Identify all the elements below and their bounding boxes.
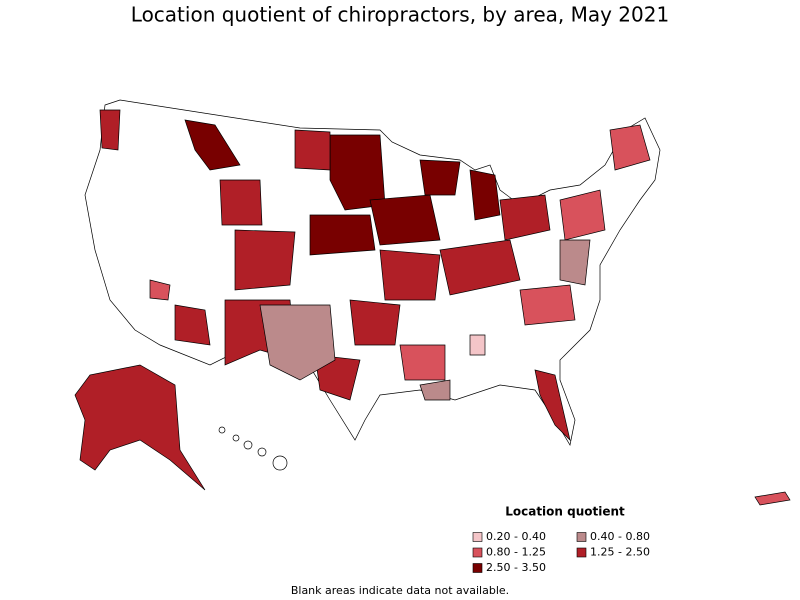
region	[314, 354, 361, 401]
legend-title: Location quotient	[505, 505, 625, 519]
region	[174, 304, 211, 346]
region	[519, 284, 576, 326]
region	[559, 239, 591, 286]
region	[439, 239, 521, 296]
region	[329, 134, 386, 211]
region	[294, 129, 331, 171]
region	[309, 214, 376, 256]
region	[379, 249, 441, 301]
region	[349, 299, 401, 346]
region	[399, 344, 446, 381]
region	[219, 179, 263, 226]
legend-swatch	[472, 547, 483, 558]
region	[499, 194, 551, 241]
legend: Location quotient 0.20 - 0.40 0.40 - 0.80…	[472, 505, 650, 574]
map	[74, 99, 791, 506]
legend-swatch	[472, 532, 483, 542]
legend-swatch	[472, 563, 483, 573]
region	[469, 169, 501, 221]
regions	[99, 109, 651, 442]
region	[609, 124, 651, 171]
hawaii	[218, 426, 288, 471]
footnote: Blank areas indicate data not available.	[291, 584, 509, 597]
region	[419, 159, 461, 196]
alaska	[74, 364, 206, 491]
region	[369, 194, 441, 246]
legend-swatch	[576, 547, 587, 558]
legend-label: 0.20 - 0.40	[486, 530, 546, 543]
region	[99, 109, 121, 151]
legend-label: 1.25 - 2.50	[590, 546, 650, 559]
legend-label: 2.50 - 3.50	[486, 561, 546, 574]
legend-label: 0.40 - 0.80	[590, 530, 650, 543]
map-title: Location quotient of chiropractors, by a…	[131, 3, 669, 27]
region	[234, 229, 296, 291]
legend-label: 0.80 - 1.25	[486, 546, 546, 559]
region	[419, 379, 451, 401]
region	[534, 369, 571, 442]
region	[469, 334, 486, 356]
region	[184, 119, 241, 171]
region	[259, 304, 336, 381]
puerto-rico	[754, 491, 791, 506]
legend-swatch	[576, 532, 587, 542]
region	[149, 279, 171, 301]
region	[559, 189, 606, 241]
